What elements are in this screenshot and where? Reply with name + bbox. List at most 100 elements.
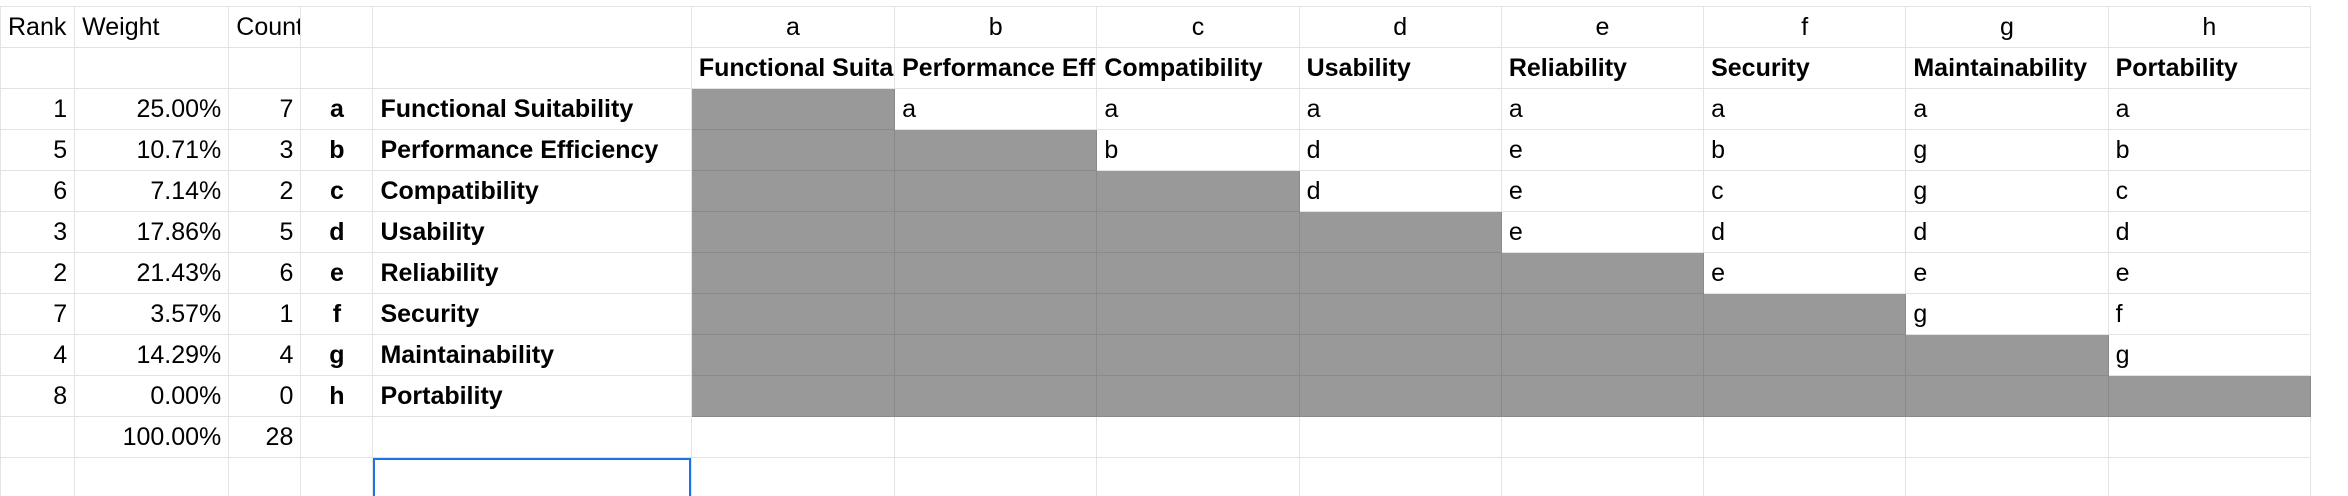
comparison-cell[interactable]: a [1096, 88, 1300, 130]
shaded-cell[interactable] [1905, 375, 2109, 417]
blank-cell[interactable] [1905, 416, 2109, 458]
comparison-cell[interactable]: c [2108, 170, 2312, 212]
count-cell[interactable]: 4 [228, 334, 302, 376]
weight-cell[interactable]: 3.57% [74, 293, 230, 335]
shaded-cell[interactable] [1501, 252, 1705, 294]
shaded-cell[interactable] [1299, 334, 1502, 376]
shaded-cell[interactable] [2108, 375, 2312, 417]
header-empty-name[interactable] [372, 6, 692, 48]
blank-cell[interactable] [228, 457, 302, 496]
letter-cell[interactable]: h [300, 375, 374, 417]
blank-cell[interactable] [1299, 457, 1502, 496]
blank-cell[interactable] [1501, 457, 1705, 496]
column-name-d[interactable]: Usability [1299, 47, 1502, 89]
blank-cell[interactable] [0, 457, 76, 496]
letter-cell[interactable]: g [300, 334, 374, 376]
shaded-cell[interactable] [691, 211, 896, 253]
count-cell[interactable]: 6 [228, 252, 302, 294]
comparison-cell[interactable]: e [1501, 129, 1705, 171]
shaded-cell[interactable] [1703, 334, 1907, 376]
blank-cell[interactable] [1299, 416, 1502, 458]
weight-cell[interactable]: 0.00% [74, 375, 230, 417]
header-weight[interactable]: Weight [74, 6, 230, 48]
criterion-name-cell[interactable]: Reliability [372, 252, 692, 294]
blank-cell[interactable] [74, 47, 230, 89]
count-cell[interactable]: 2 [228, 170, 302, 212]
blank-cell[interactable] [1905, 457, 2109, 496]
selected-cell[interactable] [372, 457, 692, 496]
column-name-g[interactable]: Maintainability [1905, 47, 2109, 89]
column-name-h[interactable]: Portability [2108, 47, 2312, 89]
comparison-cell[interactable]: a [1905, 88, 2109, 130]
shaded-cell[interactable] [1299, 211, 1502, 253]
column-letter-b[interactable]: b [894, 6, 1098, 48]
shaded-cell[interactable] [1096, 293, 1300, 335]
shaded-cell[interactable] [1501, 334, 1705, 376]
comparison-cell[interactable]: a [1299, 88, 1502, 130]
column-letter-h[interactable]: h [2108, 6, 2312, 48]
criterion-name-cell[interactable]: Security [372, 293, 692, 335]
column-name-f[interactable]: Security [1703, 47, 1907, 89]
letter-cell[interactable]: e [300, 252, 374, 294]
weight-cell[interactable]: 10.71% [74, 129, 230, 171]
count-cell[interactable]: 5 [228, 211, 302, 253]
column-letter-e[interactable]: e [1501, 6, 1705, 48]
rank-cell[interactable]: 8 [0, 375, 76, 417]
comparison-cell[interactable]: d [1299, 170, 1502, 212]
comparison-cell[interactable]: b [1703, 129, 1907, 171]
shaded-cell[interactable] [691, 293, 896, 335]
rank-cell[interactable]: 3 [0, 211, 76, 253]
rank-cell[interactable]: 1 [0, 88, 76, 130]
shaded-cell[interactable] [1096, 375, 1300, 417]
rank-cell[interactable]: 4 [0, 334, 76, 376]
rank-cell[interactable]: 6 [0, 170, 76, 212]
count-cell[interactable]: 7 [228, 88, 302, 130]
comparison-cell[interactable]: g [2108, 334, 2312, 376]
column-letter-f[interactable]: f [1703, 6, 1907, 48]
shaded-cell[interactable] [1501, 375, 1705, 417]
comparison-cell[interactable]: e [1703, 252, 1907, 294]
count-cell[interactable]: 3 [228, 129, 302, 171]
comparison-cell[interactable]: g [1905, 293, 2109, 335]
letter-cell[interactable]: a [300, 88, 374, 130]
comparison-cell[interactable]: c [1703, 170, 1907, 212]
criterion-name-cell[interactable]: Functional Suitability [372, 88, 692, 130]
blank-cell[interactable] [894, 416, 1098, 458]
comparison-cell[interactable]: a [894, 88, 1098, 130]
criterion-name-cell[interactable]: Usability [372, 211, 692, 253]
column-letter-d[interactable]: d [1299, 6, 1502, 48]
shaded-cell[interactable] [1299, 375, 1502, 417]
comparison-cell[interactable]: e [2108, 252, 2312, 294]
shaded-cell[interactable] [1501, 293, 1705, 335]
header-rank[interactable]: Rank [0, 6, 76, 48]
comparison-cell[interactable]: d [1299, 129, 1502, 171]
shaded-cell[interactable] [691, 252, 896, 294]
comparison-cell[interactable]: d [1703, 211, 1907, 253]
shaded-cell[interactable] [894, 375, 1098, 417]
comparison-cell[interactable]: d [2108, 211, 2312, 253]
rank-cell[interactable]: 2 [0, 252, 76, 294]
column-letter-g[interactable]: g [1905, 6, 2109, 48]
comparison-cell[interactable]: d [1905, 211, 2109, 253]
blank-cell[interactable] [691, 457, 896, 496]
comparison-cell[interactable]: b [2108, 129, 2312, 171]
blank-cell[interactable] [228, 47, 302, 89]
comparison-cell[interactable]: a [1703, 88, 1907, 130]
weight-cell[interactable]: 17.86% [74, 211, 230, 253]
total-weight-cell[interactable]: 100.00% [74, 416, 230, 458]
letter-cell[interactable]: b [300, 129, 374, 171]
shaded-cell[interactable] [1299, 252, 1502, 294]
shaded-cell[interactable] [894, 252, 1098, 294]
column-name-c[interactable]: Compatibility [1096, 47, 1300, 89]
shaded-cell[interactable] [894, 170, 1098, 212]
shaded-cell[interactable] [894, 293, 1098, 335]
letter-cell[interactable]: d [300, 211, 374, 253]
header-count[interactable]: Count [228, 6, 302, 48]
criterion-name-cell[interactable]: Portability [372, 375, 692, 417]
weight-cell[interactable]: 25.00% [74, 88, 230, 130]
shaded-cell[interactable] [1096, 252, 1300, 294]
blank-cell[interactable] [1096, 457, 1300, 496]
criterion-name-cell[interactable]: Performance Efficiency [372, 129, 692, 171]
blank-cell[interactable] [0, 47, 76, 89]
